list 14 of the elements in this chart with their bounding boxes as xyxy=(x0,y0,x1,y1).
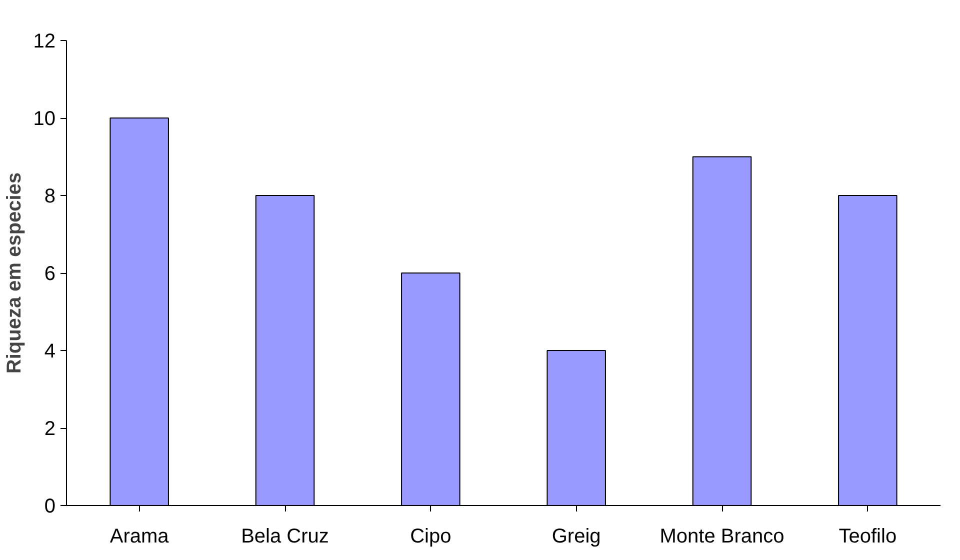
y-tick-label: 2 xyxy=(44,418,56,440)
x-tick-label: Monte Branco xyxy=(660,526,784,548)
x-tick-label: Arama xyxy=(110,526,170,548)
x-tick-label: Cipo xyxy=(410,526,452,548)
x-tick-label: Teofilo xyxy=(838,526,897,548)
y-tick-label: 8 xyxy=(44,186,56,208)
x-tick-label: Bela Cruz xyxy=(241,526,329,548)
y-tick-label: 12 xyxy=(33,30,56,52)
y-tick-label: 6 xyxy=(44,263,56,285)
y-tick-label: 4 xyxy=(44,340,56,362)
y-tick-label: 0 xyxy=(44,496,56,518)
y-tick-label: 10 xyxy=(33,108,56,130)
y-axis-title: Riqueza em especies xyxy=(3,172,26,374)
x-tick-label: Greig xyxy=(552,526,601,548)
